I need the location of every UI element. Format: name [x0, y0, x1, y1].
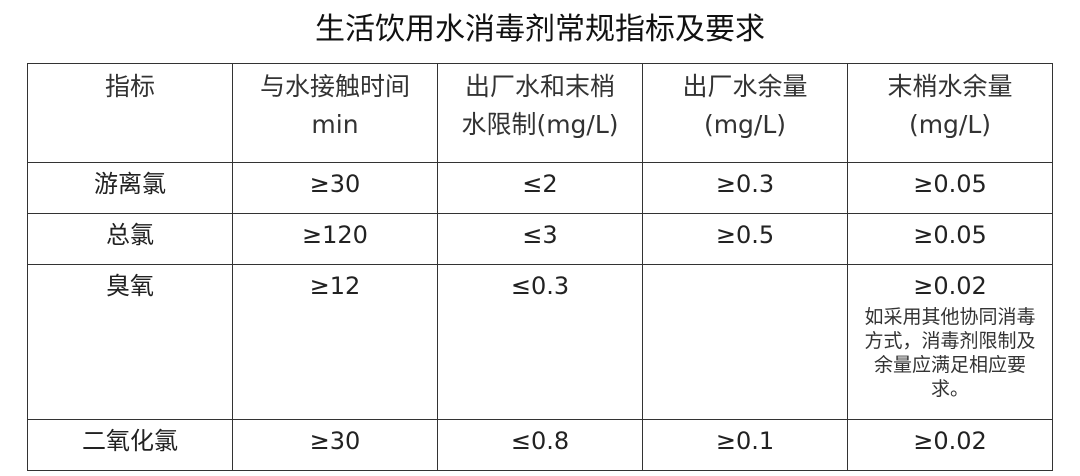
- disinfectant-table: 指标 与水接触时间 min 出厂水和末梢 水限制(mg/L) 出厂水余量 (mg/L)…: [27, 63, 1053, 471]
- cell-name: 总氯: [27, 213, 233, 265]
- header-contact-time: 与水接触时间 min: [232, 63, 438, 163]
- cell-tap-residual: ≥0.02 如采用其他协同消毒方式，消毒剂限制及余量应满足相应要求。: [847, 264, 1053, 420]
- header-line: 指标: [104, 72, 155, 101]
- header-plant-residual: 出厂水余量 (mg/L): [642, 63, 848, 163]
- cell-contact-time: ≥30: [232, 419, 438, 471]
- footnote-text: 如采用其他协同消毒方式，消毒剂限制及余量应满足相应要求。: [864, 306, 1036, 400]
- cell-plant-residual: ≥0.5: [642, 213, 848, 265]
- cell-contact-time: ≥12: [232, 264, 438, 420]
- cell-name: 游离氯: [27, 162, 233, 214]
- cell-contact-time: ≥30: [232, 162, 438, 214]
- header-limit: 出厂水和末梢 水限制(mg/L): [437, 63, 643, 163]
- cell-name: 二氧化氯: [27, 419, 233, 471]
- cell-tap-residual: ≥0.05: [847, 162, 1053, 214]
- cell-contact-time: ≥120: [232, 213, 438, 265]
- cell-name: 臭氧: [27, 264, 233, 420]
- cell-tap-residual: ≥0.05: [847, 213, 1053, 265]
- cell-plant-residual: [642, 264, 848, 420]
- table-row: 臭氧 ≥12 ≤0.3 ≥0.02 如采用其他协同消毒方式，消毒剂限制及余量应满…: [27, 264, 1053, 420]
- table-header-row: 指标 与水接触时间 min 出厂水和末梢 水限制(mg/L) 出厂水余量 (mg/L)…: [27, 63, 1053, 163]
- cell-limit: ≤2: [437, 162, 643, 214]
- table-row: 二氧化氯 ≥30 ≤0.8 ≥0.1 ≥0.02: [27, 419, 1053, 471]
- header-line: (mg/L): [908, 110, 992, 139]
- header-line: 与水接触时间: [259, 72, 410, 101]
- page-title: 生活饮用水消毒剂常规指标及要求: [315, 12, 765, 47]
- table-row: 总氯 ≥120 ≤3 ≥0.5 ≥0.05: [27, 213, 1053, 265]
- header-line: 水限制(mg/L): [461, 110, 619, 139]
- tap-residual-value: ≥0.02: [913, 272, 987, 300]
- table-row: 游离氯 ≥30 ≤2 ≥0.3 ≥0.05: [27, 162, 1053, 214]
- cell-limit: ≤0.8: [437, 419, 643, 471]
- header-tap-residual: 末梢水余量 (mg/L): [847, 63, 1053, 163]
- header-line: min: [311, 110, 359, 139]
- header-indicator: 指标: [27, 63, 233, 163]
- cell-tap-residual: ≥0.02: [847, 419, 1053, 471]
- cell-limit: ≤0.3: [437, 264, 643, 420]
- header-line: 末梢水余量: [887, 72, 1013, 101]
- header-line: 出厂水余量: [682, 72, 808, 101]
- cell-plant-residual: ≥0.3: [642, 162, 848, 214]
- header-line: (mg/L): [703, 110, 787, 139]
- header-line: 出厂水和末梢: [464, 72, 615, 101]
- cell-limit: ≤3: [437, 213, 643, 265]
- cell-plant-residual: ≥0.1: [642, 419, 848, 471]
